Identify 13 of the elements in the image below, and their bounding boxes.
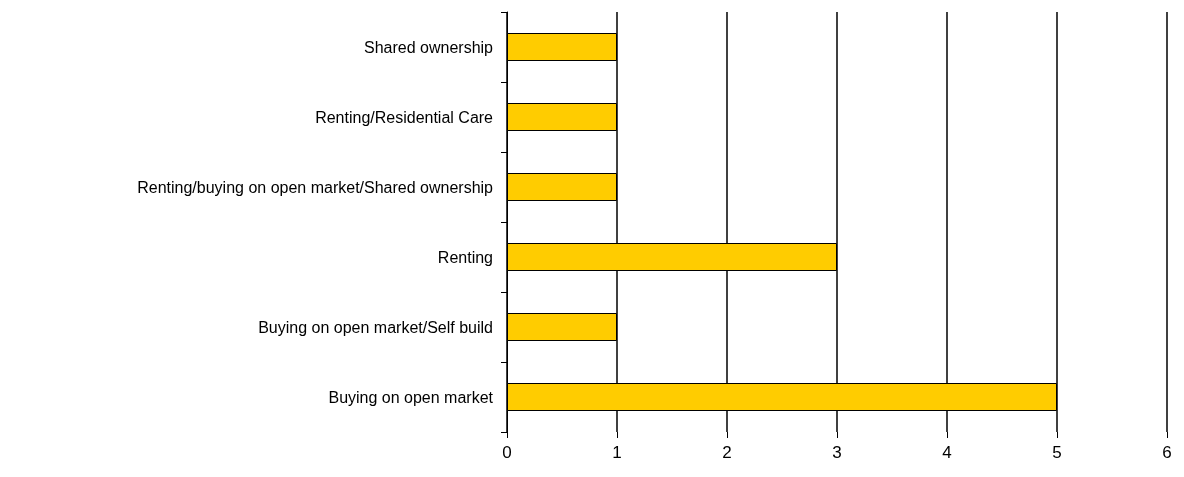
x-tick-label: 0 bbox=[502, 443, 512, 462]
y-tick-label: Buying on open market/Self build bbox=[258, 318, 493, 336]
x-tick-label: 4 bbox=[942, 443, 952, 462]
x-tick-label: 1 bbox=[612, 443, 622, 462]
x-tick-label: 6 bbox=[1162, 443, 1172, 462]
y-tick-label: Renting/Residential Care bbox=[315, 108, 494, 126]
y-tick-label: Renting/buying on open market/Shared ownership bbox=[137, 178, 494, 196]
x-tick-label: 2 bbox=[722, 443, 732, 462]
x-tick-label: 3 bbox=[832, 443, 842, 462]
y-tick-label: Buying on open market bbox=[328, 388, 494, 406]
x-tick-label: 5 bbox=[1052, 443, 1062, 462]
y-tick-label: Renting bbox=[437, 248, 493, 266]
y-tick-label: Shared ownership bbox=[364, 38, 494, 56]
